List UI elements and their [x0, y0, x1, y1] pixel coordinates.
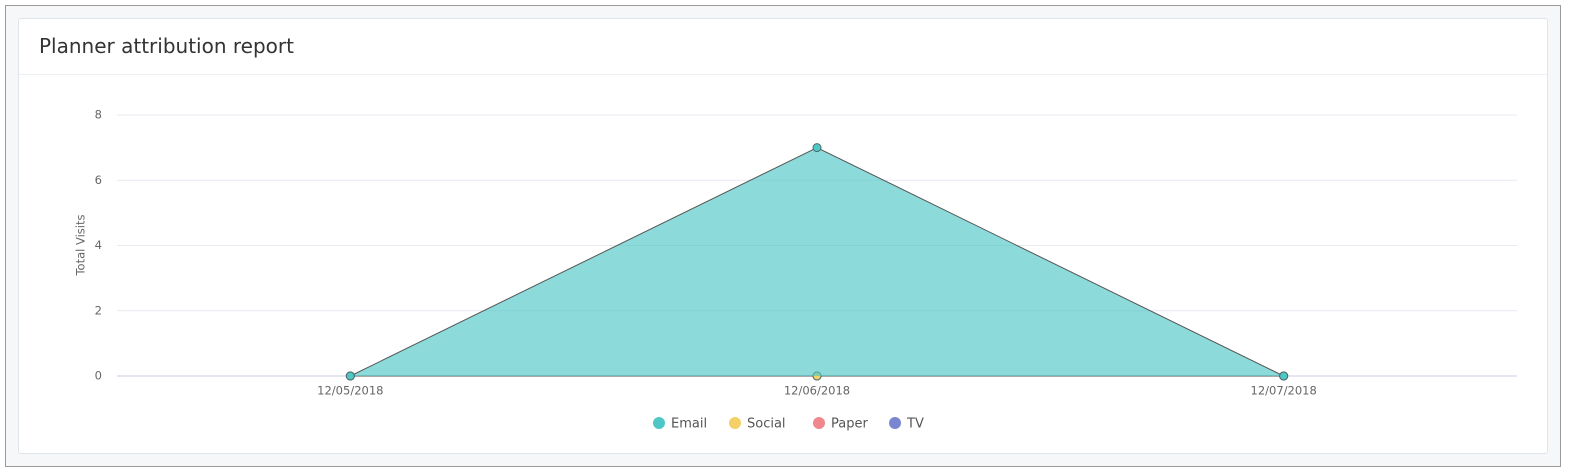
x-tick-label: 12/06/2018 — [784, 384, 850, 398]
point — [812, 143, 822, 153]
legend-label: Social — [747, 417, 786, 432]
y-tick-label: 0 — [95, 369, 102, 383]
legend-marker — [889, 417, 901, 429]
point — [345, 371, 355, 381]
y-tick-label: 4 — [95, 238, 102, 252]
area — [350, 147, 1284, 376]
legend-marker — [653, 417, 665, 429]
x-tick-label: 12/07/2018 — [1251, 384, 1317, 398]
card-title: Planner attribution report — [19, 19, 1547, 75]
legend-label: Paper — [831, 417, 868, 432]
y-tick-label: 8 — [95, 108, 102, 122]
y-tick-label: 2 — [95, 303, 102, 317]
legend-marker — [729, 417, 741, 429]
x-tick-label: 12/05/2018 — [317, 384, 383, 398]
y-tick-label: 6 — [95, 173, 102, 187]
legend-label: TV — [906, 417, 924, 432]
y-axis-label: Total Visits — [74, 214, 88, 276]
legend-label: Email — [671, 417, 707, 432]
legend-marker — [813, 417, 825, 429]
point — [1279, 371, 1289, 381]
